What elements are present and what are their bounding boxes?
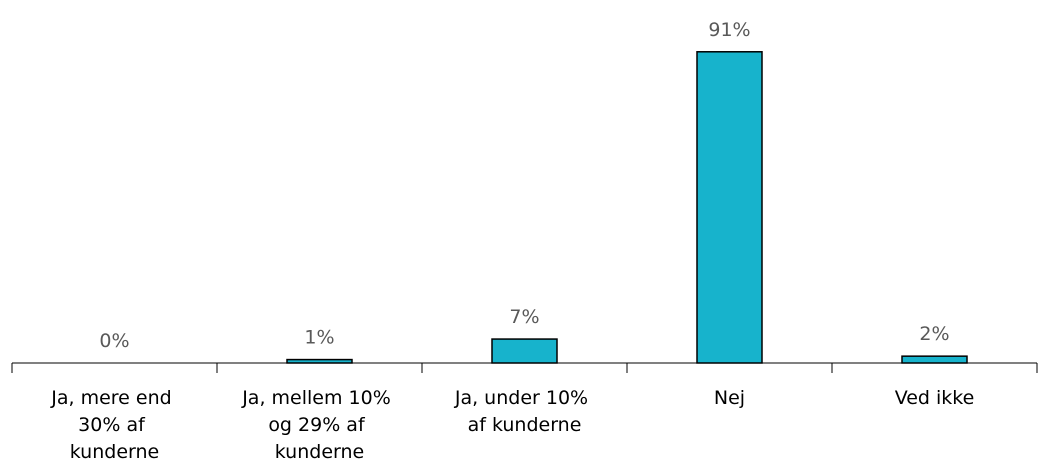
- value-label: 2%: [919, 323, 949, 345]
- bar: [491, 338, 558, 364]
- bar: [696, 51, 763, 364]
- value-label: 7%: [509, 306, 539, 328]
- value-label: 1%: [304, 327, 334, 349]
- bar: [901, 355, 968, 364]
- value-label: 0%: [99, 330, 129, 352]
- x-tick-label: Nej: [714, 387, 745, 409]
- value-label: 91%: [708, 19, 750, 41]
- x-tick-label: Ja, mellem 10% og 29% af kunderne: [241, 387, 397, 463]
- x-tick-label: Ja, mere end 30% af kunderne: [50, 387, 177, 463]
- x-tick-label: Ved ikke: [895, 387, 975, 409]
- bar: [286, 358, 353, 364]
- x-tick-label: Ja, under 10% af kunderne: [454, 387, 594, 436]
